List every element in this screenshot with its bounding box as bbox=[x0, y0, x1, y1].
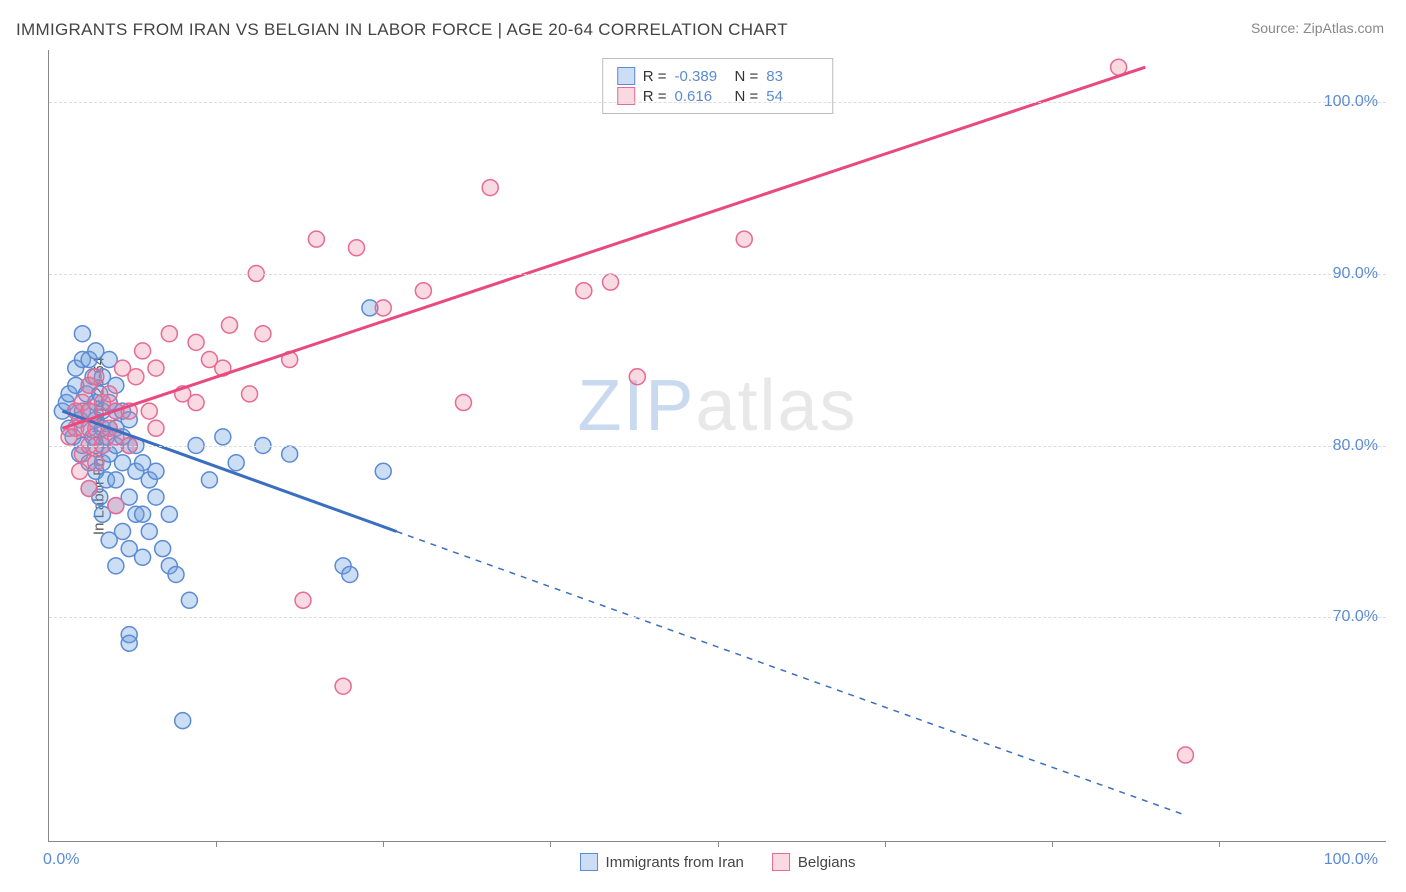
scatter-point bbox=[415, 283, 431, 299]
scatter-point bbox=[121, 635, 137, 651]
scatter-point bbox=[161, 506, 177, 522]
scatter-point bbox=[148, 360, 164, 376]
scatter-point bbox=[308, 231, 324, 247]
scatter-point bbox=[81, 480, 97, 496]
scatter-point bbox=[148, 463, 164, 479]
scatter-point bbox=[115, 523, 131, 539]
scatter-point bbox=[482, 180, 498, 196]
legend-series-label: Immigrants from Iran bbox=[606, 854, 744, 871]
gridline bbox=[49, 274, 1386, 275]
scatter-point bbox=[375, 463, 391, 479]
scatter-point bbox=[215, 429, 231, 445]
scatter-point bbox=[736, 231, 752, 247]
scatter-point bbox=[88, 455, 104, 471]
scatter-point bbox=[155, 541, 171, 557]
x-tick-mark bbox=[1219, 841, 1220, 847]
scatter-point bbox=[108, 498, 124, 514]
scatter-point bbox=[221, 317, 237, 333]
x-tick-mark bbox=[383, 841, 384, 847]
scatter-point bbox=[135, 343, 151, 359]
scatter-point bbox=[455, 395, 471, 411]
scatter-point bbox=[201, 472, 217, 488]
scatter-point bbox=[349, 240, 365, 256]
gridline bbox=[49, 446, 1386, 447]
chart-title: IMMIGRANTS FROM IRAN VS BELGIAN IN LABOR… bbox=[16, 20, 788, 40]
scatter-point bbox=[295, 592, 311, 608]
y-tick-label: 100.0% bbox=[1324, 93, 1378, 111]
scatter-point bbox=[375, 300, 391, 316]
scatter-point bbox=[342, 566, 358, 582]
scatter-point bbox=[228, 455, 244, 471]
regression-extrapolation bbox=[397, 531, 1186, 815]
x-tick-mark bbox=[216, 841, 217, 847]
scatter-point bbox=[74, 326, 90, 342]
scatter-point bbox=[175, 713, 191, 729]
x-tick-mark bbox=[550, 841, 551, 847]
legend-swatch bbox=[580, 853, 598, 871]
y-tick-label: 70.0% bbox=[1333, 608, 1378, 626]
plot-area: ZIPatlas R =-0.389N =83R =0.616N =54 0.0… bbox=[48, 50, 1386, 842]
y-tick-label: 90.0% bbox=[1333, 265, 1378, 283]
scatter-point bbox=[135, 506, 151, 522]
legend-series: Immigrants from Iran Belgians bbox=[580, 853, 856, 871]
source-label: Source: ZipAtlas.com bbox=[1251, 20, 1384, 36]
x-tick-min: 0.0% bbox=[43, 851, 79, 869]
x-tick-max: 100.0% bbox=[1324, 851, 1378, 869]
scatter-point bbox=[242, 386, 258, 402]
scatter-point bbox=[629, 369, 645, 385]
gridline bbox=[49, 617, 1386, 618]
scatter-point bbox=[188, 395, 204, 411]
scatter-point bbox=[603, 274, 619, 290]
scatter-point bbox=[108, 472, 124, 488]
scatter-point bbox=[168, 566, 184, 582]
scatter-point bbox=[282, 446, 298, 462]
legend-series-item: Belgians bbox=[772, 853, 856, 871]
scatter-point bbox=[128, 369, 144, 385]
scatter-point bbox=[141, 403, 157, 419]
scatter-point bbox=[335, 678, 351, 694]
scatter-point bbox=[88, 369, 104, 385]
scatter-point bbox=[181, 592, 197, 608]
scatter-point bbox=[101, 386, 117, 402]
x-tick-mark bbox=[1052, 841, 1053, 847]
legend-series-label: Belgians bbox=[798, 854, 856, 871]
x-tick-mark bbox=[718, 841, 719, 847]
y-tick-label: 80.0% bbox=[1333, 437, 1378, 455]
scatter-point bbox=[188, 334, 204, 350]
gridline bbox=[49, 102, 1386, 103]
regression-line bbox=[62, 67, 1145, 428]
legend-swatch bbox=[772, 853, 790, 871]
scatter-point bbox=[1177, 747, 1193, 763]
scatter-point bbox=[255, 326, 271, 342]
scatter-point bbox=[108, 558, 124, 574]
scatter-point bbox=[148, 489, 164, 505]
scatter-point bbox=[135, 549, 151, 565]
scatter-point bbox=[576, 283, 592, 299]
scatter-point bbox=[141, 523, 157, 539]
scatter-point bbox=[72, 463, 88, 479]
legend-series-item: Immigrants from Iran bbox=[580, 853, 744, 871]
scatter-point bbox=[148, 420, 164, 436]
scatter-point bbox=[161, 326, 177, 342]
x-tick-mark bbox=[885, 841, 886, 847]
